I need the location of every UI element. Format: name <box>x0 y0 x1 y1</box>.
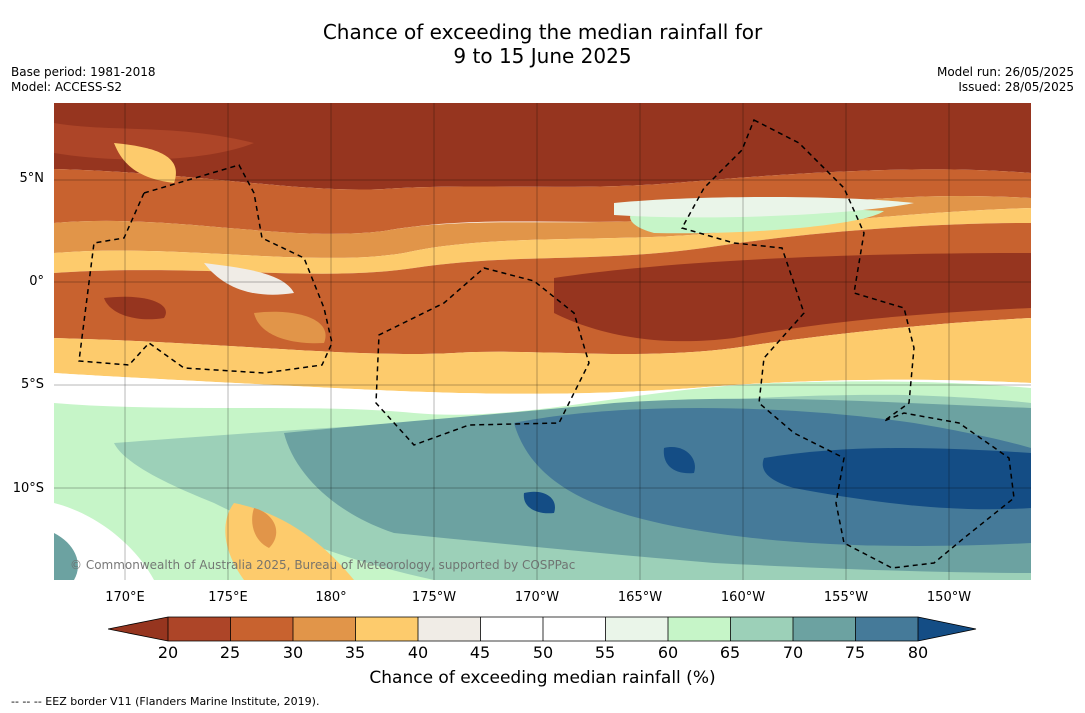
title-line-2: 9 to 15 June 2025 <box>453 44 632 68</box>
colorbar-tick: 60 <box>657 643 679 662</box>
colorbar-tick: 40 <box>407 643 429 662</box>
lon-label-150w: 150°W <box>926 590 972 605</box>
lon-label-175e: 175°E <box>208 590 248 605</box>
colorbar-title: Chance of exceeding median rainfall (%) <box>369 668 716 688</box>
colorbar-tick: 75 <box>844 643 866 662</box>
meta-left: Base period: 1981-2018 Model: ACCESS-S2 <box>11 65 156 95</box>
colorbar-tick: 70 <box>782 643 804 662</box>
lon-label-160w: 160°W <box>720 590 766 605</box>
colorbar-tick: 80 <box>907 643 929 662</box>
lon-label-175w: 175°W <box>411 590 457 605</box>
meta-right: Model run: 26/05/2025 Issued: 28/05/2025 <box>937 65 1074 95</box>
colorbar-bin-55-60 <box>605 617 668 641</box>
colorbar-tick: 65 <box>719 643 741 662</box>
colorbar-tick: 35 <box>344 643 366 662</box>
lat-label-5s: 5°S <box>20 377 44 392</box>
colorbar-bin-25-30 <box>230 617 293 641</box>
colorbar-under-arrow <box>108 617 168 641</box>
colorbar-tick: 45 <box>469 643 491 662</box>
eez-legend: -- -- -- EEZ border V11 (Flanders Marine… <box>11 695 320 708</box>
lat-label-5n: 5°N <box>19 171 45 186</box>
lat-label-0: 0° <box>29 274 44 289</box>
colorbar <box>108 616 977 642</box>
map-canvas <box>54 103 1031 580</box>
map-title: Chance of exceeding the median rainfall … <box>0 20 1085 68</box>
colorbar-bin-35-40 <box>355 617 418 641</box>
colorbar-tick: 55 <box>594 643 616 662</box>
base-period: Base period: 1981-2018 <box>11 65 156 79</box>
colorbar-tick: 50 <box>532 643 554 662</box>
colorbar-bin-20-25 <box>168 617 231 641</box>
colorbar-tick: 20 <box>157 643 179 662</box>
lon-label-170e: 170°E <box>105 590 145 605</box>
lon-label-170w: 170°W <box>514 590 560 605</box>
graticule <box>54 103 1031 580</box>
model-name: Model: ACCESS-S2 <box>11 80 123 94</box>
lon-label-180: 180° <box>315 590 347 605</box>
eez-borders <box>78 118 1015 569</box>
colorbar-bin-40-45 <box>418 617 481 641</box>
colorbar-tick: 25 <box>219 643 241 662</box>
colorbar-bin-65-70 <box>730 617 793 641</box>
colorbar-bin-60-65 <box>668 617 731 641</box>
map-copyright: © Commonwealth of Australia 2025, Bureau… <box>70 558 576 572</box>
title-line-1: Chance of exceeding the median rainfall … <box>322 20 763 44</box>
lon-label-155w: 155°W <box>823 590 869 605</box>
colorbar-bin-45-50 <box>480 617 543 641</box>
rainfall-map <box>54 103 1031 580</box>
issued-date: Issued: 28/05/2025 <box>958 80 1074 94</box>
colorbar-bin-70-75 <box>793 617 856 641</box>
model-run: Model run: 26/05/2025 <box>936 65 1074 79</box>
colorbar-bin-75-80 <box>855 617 918 641</box>
lon-label-165w: 165°W <box>617 590 663 605</box>
colorbar-bin-50-55 <box>543 617 606 641</box>
colorbar-tick: 30 <box>282 643 304 662</box>
lat-label-10s: 10°S <box>12 481 44 496</box>
colorbar-bin-30-35 <box>293 617 356 641</box>
colorbar-over-arrow <box>918 617 976 641</box>
